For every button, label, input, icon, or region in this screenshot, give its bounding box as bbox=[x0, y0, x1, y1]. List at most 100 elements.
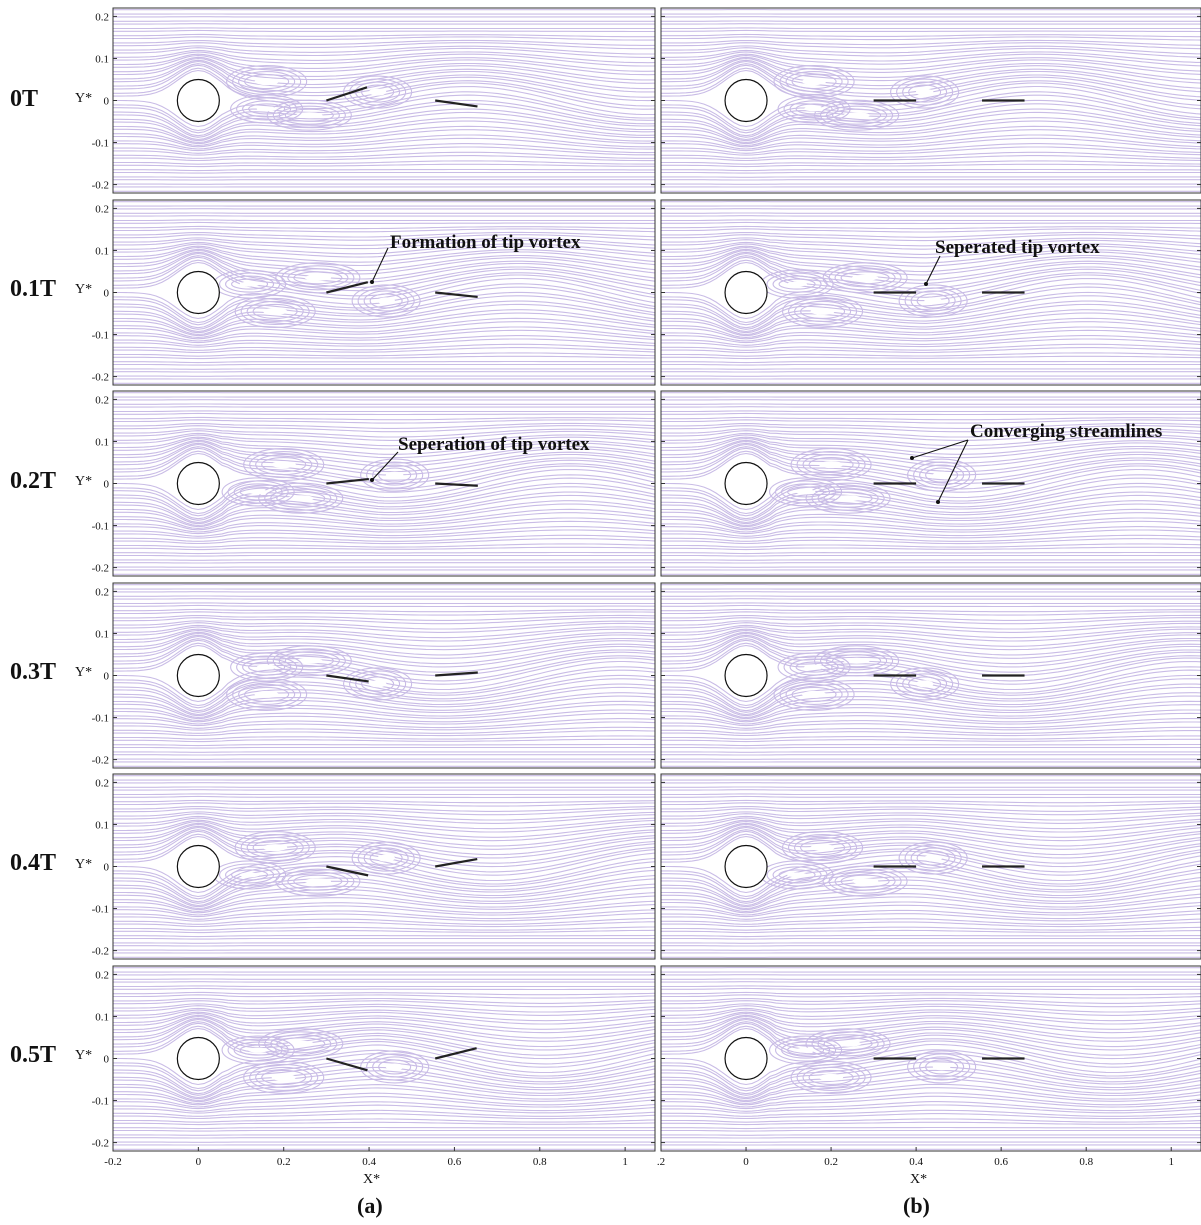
vortex-loop bbox=[261, 1069, 307, 1085]
streamline bbox=[661, 69, 1201, 110]
vortex-loop bbox=[782, 831, 864, 865]
streamline bbox=[661, 802, 1201, 807]
streamline bbox=[661, 277, 1201, 320]
streamline bbox=[661, 51, 1201, 67]
vortex-loop bbox=[832, 108, 882, 122]
streamline bbox=[661, 494, 1201, 525]
vortex-loop bbox=[781, 483, 831, 501]
streamline bbox=[661, 700, 1201, 722]
vortex-loop bbox=[357, 287, 415, 315]
rear-plate bbox=[434, 1047, 477, 1060]
streamline bbox=[113, 614, 655, 621]
streamline bbox=[113, 1109, 655, 1117]
vortex-loop bbox=[293, 874, 343, 888]
streamline bbox=[661, 291, 1201, 329]
streamline bbox=[661, 887, 1201, 911]
cylinder bbox=[176, 270, 220, 315]
streamline bbox=[113, 486, 655, 521]
streamline bbox=[661, 730, 1201, 737]
streamline bbox=[113, 468, 655, 511]
panel-a-1 bbox=[112, 199, 656, 386]
streamline bbox=[113, 129, 655, 148]
rear-plate bbox=[435, 671, 478, 677]
streamline bbox=[661, 29, 1201, 33]
streamline bbox=[113, 985, 655, 988]
streamline bbox=[113, 143, 655, 154]
streamlines bbox=[661, 392, 1201, 575]
vortex-loop bbox=[785, 683, 843, 705]
streamline bbox=[113, 53, 655, 72]
vortex-loop bbox=[794, 837, 852, 859]
vortex-loop bbox=[777, 652, 851, 682]
vortex-core bbox=[263, 844, 288, 852]
streamline bbox=[661, 439, 1201, 464]
vortex-core bbox=[804, 664, 824, 670]
streamline bbox=[661, 876, 1201, 907]
streamline bbox=[661, 508, 1201, 530]
streamline bbox=[113, 39, 655, 46]
streamline bbox=[661, 120, 1201, 145]
streamline bbox=[661, 146, 1201, 156]
vortex-loop bbox=[783, 655, 845, 679]
streamline bbox=[661, 251, 1201, 281]
streamline bbox=[113, 1003, 655, 1013]
streamline bbox=[661, 819, 1201, 838]
streamline bbox=[113, 517, 655, 533]
streamline bbox=[113, 303, 655, 334]
vortex-core bbox=[851, 878, 879, 885]
vortex-core bbox=[787, 281, 807, 287]
streamline bbox=[113, 63, 655, 98]
annotation-arrow bbox=[937, 439, 969, 503]
streamline bbox=[661, 1009, 1201, 1025]
x-tick-label: 1 bbox=[1168, 1156, 1174, 1168]
streamline bbox=[113, 1015, 655, 1042]
streamline bbox=[661, 1000, 1201, 1008]
streamline bbox=[113, 997, 655, 1004]
streamline bbox=[113, 1061, 655, 1096]
streamline bbox=[661, 830, 1201, 868]
streamline bbox=[661, 500, 1201, 527]
streamline bbox=[113, 1000, 655, 1008]
annotation-seperated: Seperated tip vortex bbox=[935, 237, 1100, 258]
streamline bbox=[113, 686, 655, 717]
y-axis-label-1: Y* bbox=[75, 282, 93, 297]
vortex-loop bbox=[230, 94, 304, 124]
streamline bbox=[661, 249, 1201, 276]
streamline bbox=[113, 99, 655, 137]
streamline bbox=[113, 730, 655, 737]
streamline bbox=[661, 639, 1201, 677]
streamline bbox=[661, 859, 1201, 898]
streamline bbox=[661, 692, 1201, 719]
vortex-loop bbox=[244, 74, 290, 90]
streamline bbox=[661, 432, 1201, 447]
streamline bbox=[113, 892, 655, 913]
streamline bbox=[113, 219, 655, 222]
vortex-loop bbox=[790, 1060, 872, 1094]
vortex-loop bbox=[372, 1056, 418, 1078]
streamline bbox=[113, 624, 655, 639]
streamline bbox=[113, 639, 655, 677]
streamline bbox=[113, 631, 655, 656]
front-plate bbox=[326, 477, 369, 485]
streamline bbox=[113, 1009, 655, 1025]
streamline bbox=[113, 355, 655, 360]
vortex-loop bbox=[366, 461, 424, 489]
vortex-loop bbox=[240, 297, 310, 325]
streamline bbox=[113, 1007, 655, 1022]
streamline bbox=[661, 879, 1201, 908]
streamline bbox=[113, 1017, 655, 1048]
vortex-core bbox=[296, 112, 323, 119]
vortex-loop bbox=[248, 103, 286, 115]
x-tick-label: 0.2 bbox=[824, 1156, 838, 1168]
streamline bbox=[113, 1118, 655, 1123]
streamline bbox=[113, 500, 655, 527]
vortex-loop bbox=[219, 272, 281, 296]
streamline bbox=[661, 1021, 1201, 1056]
streamline bbox=[661, 1022, 1201, 1060]
streamlines bbox=[113, 775, 655, 958]
annotation-arrow bbox=[911, 439, 969, 459]
streamline bbox=[113, 312, 655, 337]
y-tick-label: 0 bbox=[104, 288, 110, 300]
vortex-loop bbox=[840, 271, 890, 285]
vortex-loop bbox=[778, 278, 816, 290]
